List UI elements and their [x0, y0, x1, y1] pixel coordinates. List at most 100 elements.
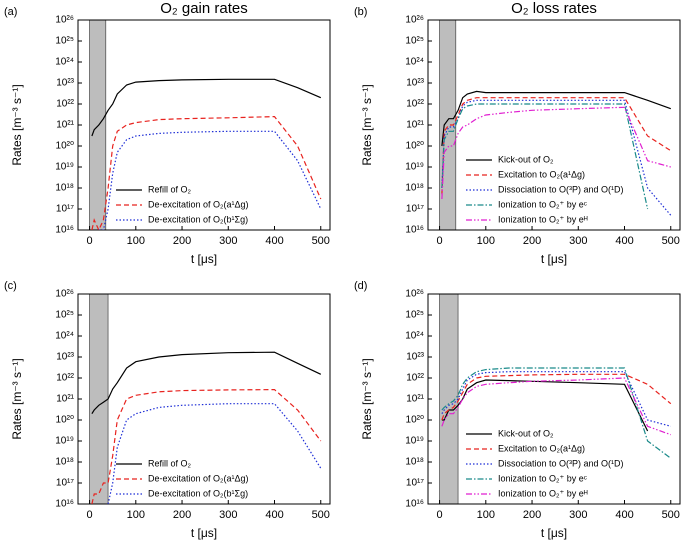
- x-tick-label: 400: [615, 509, 633, 521]
- y-axis-label: Rates [m⁻³ s⁻¹]: [360, 358, 374, 439]
- x-tick-label: 0: [86, 509, 92, 521]
- x-tick-label: 0: [436, 509, 442, 521]
- panel: (b) O₂ loss rates t [μs] Rates [m⁻³ s⁻¹] 10¹…: [354, 0, 681, 266]
- panel-label: (a): [4, 6, 17, 18]
- y-tick-label: 10²²: [56, 373, 74, 384]
- legend-label: Dissociation to O(³P) and O(¹D): [498, 458, 624, 468]
- chart-title: O₂ gain rates: [160, 0, 248, 17]
- x-axis-label: t [μs]: [191, 526, 217, 540]
- y-tick-label: 10¹⁸: [405, 183, 424, 194]
- y-axis-label: Rates [m⁻³ s⁻¹]: [10, 358, 24, 439]
- y-tick-label: 10¹⁶: [55, 225, 74, 236]
- y-tick-label: 10²²: [56, 99, 74, 110]
- legend-label: De-excitation of O₂(a¹Δg): [148, 199, 249, 209]
- panel: (c) t [μs] Rates [m⁻³ s⁻¹] 10¹⁶ 10¹⁷ 10¹⁸ 10¹⁹…: [4, 280, 331, 540]
- y-tick-label: 10²³: [406, 78, 424, 89]
- y-tick-label: 10²²: [406, 373, 424, 384]
- y-tick-label: 10²⁴: [55, 57, 74, 68]
- series-line: [441, 106, 671, 200]
- y-tick-label: 10²⁰: [56, 415, 74, 426]
- y-tick-label: 10¹⁹: [405, 162, 424, 173]
- legend-label: Ionization to O₂⁺ by eᶜ: [498, 199, 587, 209]
- series-line: [441, 379, 649, 432]
- legend-label: Refill of O₂: [148, 184, 192, 194]
- y-tick-label: 10²⁶: [55, 289, 74, 300]
- y-tick-label: 10²⁶: [405, 289, 424, 300]
- legend-label: Excitation to O₂(a¹Δg): [498, 169, 585, 179]
- legend-label: Kick-out of O₂: [498, 428, 554, 438]
- y-tick-label: 10¹⁶: [405, 225, 424, 236]
- legend-label: Refill of O₂: [148, 458, 192, 468]
- x-tick-label: 500: [662, 235, 680, 247]
- y-tick-label: 10¹⁹: [55, 436, 74, 447]
- legend-label: Ionization to O₂⁺ by eᴴ: [498, 488, 588, 498]
- x-tick-label: 200: [523, 509, 541, 521]
- y-tick-label: 10²⁰: [406, 141, 424, 152]
- y-tick-label: 10²⁵: [405, 36, 424, 47]
- legend-label: Ionization to O₂⁺ by eᴴ: [498, 214, 588, 224]
- y-tick-label: 10²¹: [406, 394, 424, 405]
- y-tick-label: 10²³: [56, 352, 74, 363]
- series-line: [441, 367, 672, 459]
- y-tick-label: 10¹⁷: [406, 204, 424, 215]
- series-line: [441, 99, 672, 216]
- y-tick-label: 10²³: [406, 352, 424, 363]
- series-line: [91, 351, 322, 415]
- x-tick-label: 300: [219, 235, 237, 247]
- x-tick-label: 300: [569, 509, 587, 521]
- x-tick-label: 300: [569, 235, 587, 247]
- y-tick-label: 10²⁰: [406, 415, 424, 426]
- x-tick-label: 200: [173, 235, 191, 247]
- legend-label: De-excitation of O₂(b¹Σg): [148, 488, 248, 498]
- legend-label: De-excitation of O₂(a¹Δg): [148, 473, 249, 483]
- y-tick-label: 10²⁵: [55, 310, 74, 321]
- x-tick-label: 300: [219, 509, 237, 521]
- series-line: [441, 377, 672, 436]
- panel: (a) O₂ gain rates t [μs] Rates [m⁻³ s⁻¹] 10¹…: [4, 0, 331, 266]
- x-axis-label: t [μs]: [541, 526, 567, 540]
- series-line: [98, 130, 322, 230]
- y-tick-label: 10²²: [406, 99, 424, 110]
- legend-label: De-excitation of O₂(b¹Σg): [148, 214, 248, 224]
- y-tick-label: 10¹⁸: [55, 183, 74, 194]
- y-tick-label: 10¹⁷: [56, 478, 74, 489]
- y-tick-label: 10¹⁶: [405, 499, 424, 510]
- x-tick-label: 200: [523, 235, 541, 247]
- series-line: [441, 373, 672, 421]
- x-tick-label: 100: [477, 235, 495, 247]
- series-line: [91, 78, 322, 137]
- x-tick-label: 100: [127, 235, 145, 247]
- x-tick-label: 0: [436, 235, 442, 247]
- y-axis-label: Rates [m⁻³ s⁻¹]: [10, 84, 24, 165]
- y-tick-label: 10²⁴: [55, 331, 74, 342]
- y-tick-label: 10²⁴: [405, 57, 424, 68]
- x-axis-label: t [μs]: [541, 252, 567, 266]
- x-tick-label: 500: [662, 509, 680, 521]
- series-line: [91, 115, 322, 230]
- x-tick-label: 0: [86, 235, 92, 247]
- series-line: [441, 90, 672, 147]
- y-tick-label: 10¹⁶: [55, 499, 74, 510]
- x-tick-label: 500: [312, 235, 330, 247]
- panel-label: (d): [354, 280, 367, 292]
- panel: (d) t [μs] Rates [m⁻³ s⁻¹] 10¹⁶ 10¹⁷ 10¹⁸ 10¹⁹…: [354, 280, 681, 540]
- y-tick-label: 10¹⁹: [405, 436, 424, 447]
- x-tick-label: 400: [265, 235, 283, 247]
- legend-label: Kick-out of O₂: [498, 154, 554, 164]
- y-tick-label: 10¹⁷: [56, 204, 74, 215]
- y-tick-label: 10²¹: [56, 394, 74, 405]
- y-tick-label: 10¹⁸: [55, 457, 74, 468]
- legend-label: Excitation to O₂(a¹Δg): [498, 443, 585, 453]
- x-tick-label: 100: [477, 509, 495, 521]
- x-tick-label: 100: [127, 509, 145, 521]
- y-tick-label: 10²⁰: [56, 141, 74, 152]
- y-tick-label: 10¹⁸: [405, 457, 424, 468]
- y-tick-label: 10²³: [56, 78, 74, 89]
- x-tick-label: 400: [615, 235, 633, 247]
- x-tick-label: 200: [173, 509, 191, 521]
- shaded-region: [89, 19, 107, 231]
- y-tick-label: 10²⁵: [405, 310, 424, 321]
- y-tick-label: 10²⁵: [55, 36, 74, 47]
- x-axis-label: t [μs]: [191, 252, 217, 266]
